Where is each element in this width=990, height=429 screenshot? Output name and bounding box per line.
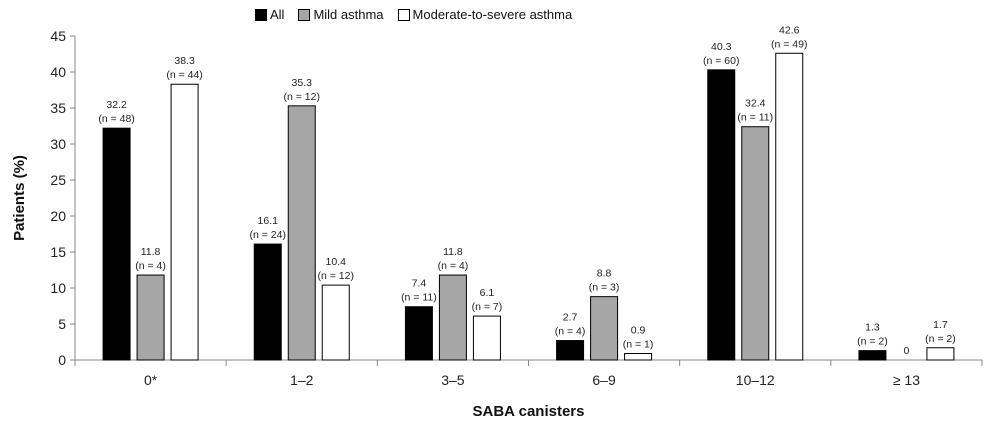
x-tick-label: ≥ 13 bbox=[893, 372, 920, 388]
data-label-value: 38.3 bbox=[174, 55, 195, 67]
data-label-n: (n = 4) bbox=[135, 260, 166, 272]
y-axis-title: Patients (%) bbox=[11, 155, 28, 241]
y-tick-label: 30 bbox=[50, 136, 66, 152]
legend-label-all: All bbox=[270, 7, 285, 22]
y-tick-label: 35 bbox=[50, 100, 66, 116]
data-label-n: (n = 1) bbox=[623, 339, 654, 351]
bar bbox=[438, 274, 467, 361]
data-label-n: (n = 24) bbox=[250, 229, 286, 241]
data-label-value: 32.4 bbox=[745, 98, 766, 110]
y-tick-label: 15 bbox=[50, 244, 66, 260]
data-label-n: (n = 2) bbox=[925, 333, 956, 345]
data-label-n: (n = 49) bbox=[771, 38, 807, 50]
data-label-value: 42.6 bbox=[779, 24, 800, 36]
bar bbox=[170, 83, 199, 361]
legend-swatch-moderate-severe bbox=[397, 8, 410, 21]
y-tick-label: 5 bbox=[58, 316, 66, 332]
legend-label-mild: Mild asthma bbox=[313, 7, 384, 22]
x-tick-label: 10–12 bbox=[736, 372, 775, 388]
data-label-value: 11.8 bbox=[443, 246, 463, 258]
x-axis-title: SABA canisters bbox=[473, 403, 585, 420]
data-label-n: (n = 48) bbox=[98, 113, 134, 125]
data-label-value: 35.3 bbox=[292, 77, 313, 89]
x-tick-label: 6–9 bbox=[592, 372, 616, 388]
bar bbox=[253, 243, 282, 361]
bar bbox=[590, 296, 619, 361]
legend-label-moderate-severe: Moderate-to-severe asthma bbox=[412, 7, 573, 22]
legend-swatch-all bbox=[255, 8, 267, 21]
data-label-n: (n = 60) bbox=[703, 55, 739, 67]
data-label-value: 1.7 bbox=[933, 319, 948, 331]
data-label-value: 8.8 bbox=[597, 268, 612, 280]
bar bbox=[926, 347, 955, 361]
bar bbox=[741, 126, 770, 361]
y-tick-label: 10 bbox=[50, 280, 66, 296]
data-label-n: (n = 4) bbox=[438, 260, 469, 272]
data-label-value: 16.1 bbox=[258, 215, 279, 227]
data-label-n: (n = 11) bbox=[737, 112, 773, 124]
y-tick-label: 25 bbox=[50, 172, 66, 188]
bar bbox=[102, 127, 131, 361]
data-label-value: 0 bbox=[903, 345, 909, 357]
y-tick-label: 45 bbox=[50, 28, 66, 44]
data-label-n: (n = 4) bbox=[555, 326, 586, 338]
data-label-n: (n = 2) bbox=[857, 336, 888, 348]
data-label-value: 6.1 bbox=[480, 287, 495, 299]
legend-item-all: All bbox=[255, 7, 284, 22]
data-label-value: 32.2 bbox=[106, 99, 127, 111]
data-label-n: (n = 12) bbox=[284, 91, 320, 103]
bar bbox=[321, 284, 350, 361]
data-label-value: 11.8 bbox=[141, 246, 161, 258]
y-tick-label: 0 bbox=[58, 352, 66, 368]
bar bbox=[775, 52, 804, 361]
legend-item-mild: Mild asthma bbox=[298, 7, 384, 22]
data-label-n: (n = 11) bbox=[401, 292, 437, 304]
legend: All Mild asthma Moderate-to-severe asthm… bbox=[255, 7, 572, 22]
data-label-value: 10.4 bbox=[326, 256, 347, 268]
data-label-value: 1.3 bbox=[865, 322, 880, 334]
data-label-value: 2.7 bbox=[563, 312, 578, 324]
y-tick-label: 20 bbox=[50, 208, 66, 224]
data-label-n: (n = 7) bbox=[472, 301, 503, 313]
data-label-value: 40.3 bbox=[711, 41, 732, 53]
legend-swatch-mild bbox=[298, 8, 311, 21]
bar bbox=[556, 340, 585, 361]
data-label-value: 7.4 bbox=[412, 278, 427, 290]
x-tick-label: 1–2 bbox=[290, 372, 314, 388]
bar bbox=[404, 306, 433, 361]
y-tick-label: 40 bbox=[50, 64, 66, 80]
data-label-value: 0.9 bbox=[631, 325, 646, 337]
bar bbox=[707, 69, 736, 361]
data-label-n: (n = 3) bbox=[589, 282, 620, 294]
data-label-n: (n = 44) bbox=[166, 69, 202, 81]
legend-item-moderate-severe: Moderate-to-severe asthma bbox=[397, 7, 573, 22]
x-tick-label: 3–5 bbox=[441, 372, 465, 388]
bar bbox=[472, 315, 501, 361]
bar bbox=[287, 105, 316, 361]
x-tick-label: 0* bbox=[144, 372, 158, 388]
data-label-n: (n = 12) bbox=[318, 270, 354, 282]
bar bbox=[624, 353, 653, 361]
bar bbox=[858, 350, 887, 361]
bar bbox=[136, 274, 165, 361]
